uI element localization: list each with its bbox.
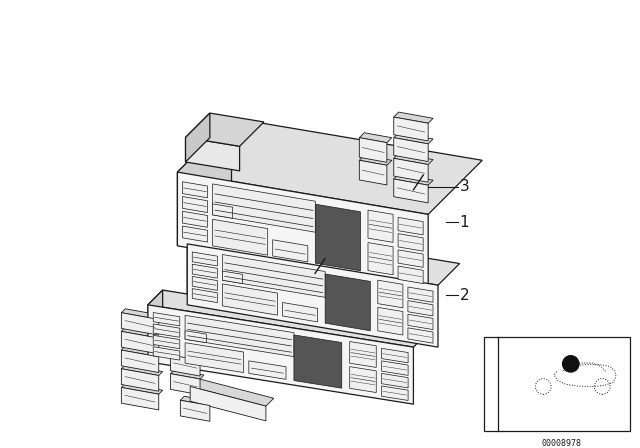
Polygon shape <box>359 133 392 142</box>
Polygon shape <box>122 313 159 335</box>
Polygon shape <box>349 341 376 367</box>
Polygon shape <box>148 290 163 362</box>
Polygon shape <box>148 305 413 404</box>
Polygon shape <box>177 118 483 215</box>
Circle shape <box>562 355 580 373</box>
Polygon shape <box>398 217 423 235</box>
Polygon shape <box>192 264 218 278</box>
Polygon shape <box>394 112 433 123</box>
Polygon shape <box>394 153 433 164</box>
Polygon shape <box>398 266 423 284</box>
Polygon shape <box>368 210 393 242</box>
Polygon shape <box>185 315 294 357</box>
Polygon shape <box>381 374 408 388</box>
Text: 1: 1 <box>460 215 469 230</box>
Polygon shape <box>394 174 433 185</box>
Polygon shape <box>188 222 209 305</box>
Polygon shape <box>153 347 180 360</box>
Polygon shape <box>190 387 266 421</box>
Polygon shape <box>148 290 428 347</box>
Polygon shape <box>408 301 433 316</box>
Polygon shape <box>408 314 433 330</box>
Polygon shape <box>122 332 159 354</box>
Polygon shape <box>349 366 376 392</box>
Polygon shape <box>394 158 428 182</box>
Polygon shape <box>153 313 180 326</box>
Polygon shape <box>170 374 200 395</box>
Polygon shape <box>122 346 163 357</box>
Polygon shape <box>359 155 392 165</box>
Polygon shape <box>122 350 159 373</box>
Polygon shape <box>381 349 408 363</box>
Polygon shape <box>185 331 206 343</box>
Polygon shape <box>192 252 218 266</box>
Polygon shape <box>177 118 232 246</box>
Polygon shape <box>186 138 239 171</box>
Polygon shape <box>408 328 433 343</box>
Polygon shape <box>122 369 159 391</box>
Text: 00008978: 00008978 <box>542 439 582 448</box>
Polygon shape <box>381 386 408 401</box>
Polygon shape <box>359 160 387 185</box>
Polygon shape <box>212 184 316 232</box>
Polygon shape <box>188 244 438 347</box>
Polygon shape <box>182 197 207 212</box>
Polygon shape <box>398 234 423 251</box>
Polygon shape <box>153 324 180 337</box>
Polygon shape <box>182 211 207 227</box>
Polygon shape <box>122 327 163 338</box>
Polygon shape <box>122 309 163 319</box>
Polygon shape <box>188 222 460 285</box>
Polygon shape <box>180 400 210 421</box>
Polygon shape <box>177 172 428 288</box>
Polygon shape <box>170 355 200 376</box>
Text: 3: 3 <box>460 179 469 194</box>
Polygon shape <box>153 336 180 349</box>
Polygon shape <box>122 383 163 394</box>
Polygon shape <box>182 182 207 198</box>
Polygon shape <box>170 351 204 360</box>
Polygon shape <box>212 220 268 255</box>
Polygon shape <box>325 274 371 331</box>
Text: 2: 2 <box>460 288 469 302</box>
Polygon shape <box>222 254 325 297</box>
Polygon shape <box>378 280 403 308</box>
Polygon shape <box>394 179 428 203</box>
Polygon shape <box>394 138 428 162</box>
Polygon shape <box>282 302 317 322</box>
Polygon shape <box>192 276 218 290</box>
Polygon shape <box>408 287 433 302</box>
Polygon shape <box>359 138 387 162</box>
Polygon shape <box>222 271 243 284</box>
Polygon shape <box>381 361 408 375</box>
Polygon shape <box>122 388 159 410</box>
Polygon shape <box>182 226 207 242</box>
Polygon shape <box>186 113 264 146</box>
Polygon shape <box>394 117 428 141</box>
Polygon shape <box>249 361 286 379</box>
Polygon shape <box>273 240 308 262</box>
Polygon shape <box>294 335 342 388</box>
Polygon shape <box>180 396 214 405</box>
Polygon shape <box>316 204 360 271</box>
Polygon shape <box>186 113 210 162</box>
Polygon shape <box>398 250 423 267</box>
Polygon shape <box>222 284 278 315</box>
Polygon shape <box>394 133 433 144</box>
Polygon shape <box>185 343 243 373</box>
Bar <box>484 337 630 431</box>
Polygon shape <box>192 289 218 302</box>
Polygon shape <box>378 307 403 335</box>
Polygon shape <box>190 379 274 406</box>
Polygon shape <box>122 365 163 375</box>
Polygon shape <box>368 242 393 275</box>
Polygon shape <box>170 370 204 379</box>
Polygon shape <box>212 204 232 218</box>
